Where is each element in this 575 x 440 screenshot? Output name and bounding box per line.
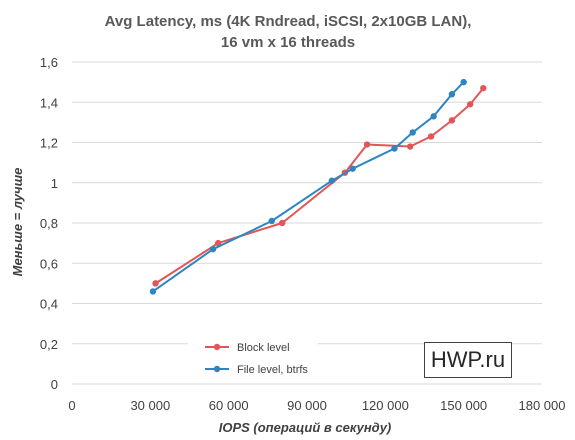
x-axis-title: IOPS (операций в секунду) (219, 420, 392, 435)
series-line-0 (155, 87, 485, 285)
series-1-point (430, 113, 437, 120)
series-1-point (448, 91, 456, 98)
x-tick-label: 120 000 (362, 398, 409, 413)
y-tick-label: 0,4 (40, 297, 58, 312)
series-1-point (149, 288, 157, 295)
watermark-logo: HWP.ru (424, 342, 512, 378)
series-1-point (409, 129, 416, 136)
x-tick-label: 30 000 (130, 398, 170, 413)
series-line-1 (152, 81, 465, 293)
y-tick-label: 0,6 (40, 256, 58, 271)
x-tick-label: 150 000 (440, 398, 487, 413)
x-tick-label: 90 000 (287, 398, 327, 413)
y-tick-label: 1,6 (40, 55, 58, 70)
y-tick-label: 1,2 (40, 136, 58, 151)
series-0-point (215, 239, 222, 247)
y-axis-ticks: 0 0,2 0,4 0,6 0,8 1 1,2 1,4 1,6 (40, 55, 58, 392)
series-0-point (278, 219, 286, 227)
series-0-point (363, 141, 371, 148)
y-tick-label: 1,4 (40, 95, 58, 110)
legend-marker-0 (213, 343, 221, 351)
legend-box (188, 330, 318, 382)
series-0-point (427, 133, 435, 140)
y-tick-label: 1 (51, 176, 58, 191)
series-0-point (466, 101, 474, 108)
series-1-point (460, 78, 467, 86)
chart-title-line-1: Avg Latency, ms (4K Rndread, iSCSI, 2x10… (105, 13, 472, 30)
chart-title-line-2: 16 vm x 16 threads (221, 34, 355, 51)
x-tick-label: 60 000 (209, 398, 249, 413)
x-tick-label: 0 (68, 398, 75, 413)
series-1-point (349, 165, 356, 172)
x-tick-label: 180 000 (519, 398, 566, 413)
series-1-point (268, 217, 275, 225)
series-0-point (448, 117, 456, 124)
x-axis-ticks: 0 30 000 60 000 90 000 120 000 150 000 180 000 (68, 398, 565, 413)
legend-label-1: File level, btrfs (237, 364, 308, 376)
series-0-point (152, 280, 159, 287)
y-tick-label: 0,2 (40, 337, 58, 352)
series-1-point (391, 145, 398, 152)
series-0-point (480, 84, 487, 92)
legend-marker-1 (213, 365, 221, 373)
series-group (149, 78, 487, 295)
y-tick-label: 0 (51, 377, 58, 392)
series-1-point (328, 177, 336, 184)
y-axis-title: Меньше = лучше (10, 168, 25, 277)
y-tick-label: 0,8 (40, 216, 58, 231)
legend: Block level File level, btrfs (188, 330, 318, 382)
series-0-point (406, 143, 414, 150)
legend-label-0: Block level (237, 342, 290, 354)
series-1-point (209, 245, 217, 253)
